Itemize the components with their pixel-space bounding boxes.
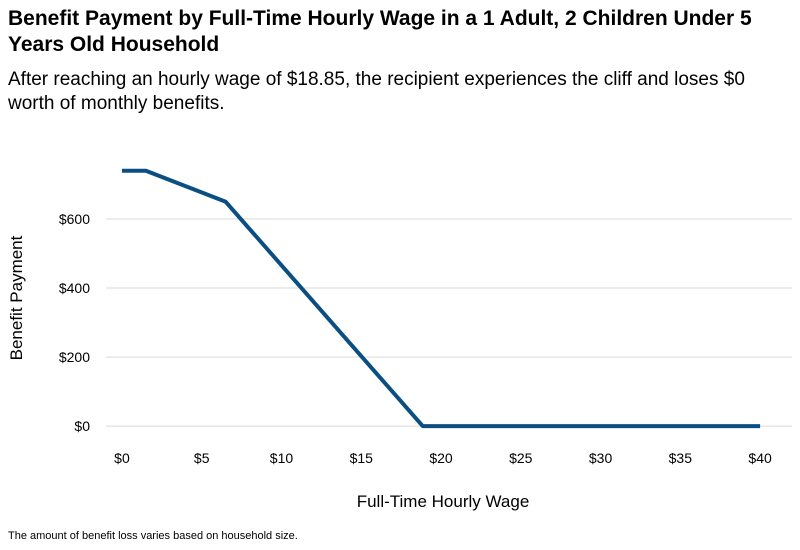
series-layer (122, 168, 761, 429)
x-tick-label: $25 (509, 450, 533, 466)
grid-lines (106, 218, 792, 427)
footnote-caption: The amount of benefit loss varies based … (8, 530, 298, 542)
x-tick-label: $0 (114, 450, 130, 466)
x-axis-title: Full-Time Hourly Wage (357, 492, 530, 511)
x-tick-label: $10 (270, 450, 294, 466)
chart-subtitle: After reaching an hourly wage of $18.85,… (8, 69, 745, 114)
x-tick-label: $5 (194, 450, 210, 466)
y-tick-label: $0 (74, 418, 90, 434)
y-tick-label: $200 (59, 349, 90, 365)
x-tick-label: $40 (748, 450, 772, 466)
chart-title: Benefit Payment by Full-Time Hourly Wage… (8, 7, 752, 56)
x-tick-label: $35 (669, 450, 693, 466)
benefit-line-chart: $0 $200 $400 $600 $0 $5 $10 $15 $20 $25 $30 $35 $40… (7, 168, 792, 511)
x-tick-label: $15 (350, 450, 374, 466)
y-tick-label: $600 (59, 211, 90, 227)
x-axis-ticks: $0 $5 $10 $15 $20 $25 $30 $35 $40 (114, 450, 772, 466)
x-tick-label: $30 (589, 450, 613, 466)
y-axis-title: Benefit Payment (7, 235, 26, 360)
y-axis-ticks: $0 $200 $400 $600 (59, 211, 90, 434)
y-tick-label: $400 (59, 280, 90, 296)
x-tick-label: $20 (429, 450, 453, 466)
series-line-0 (122, 168, 761, 429)
